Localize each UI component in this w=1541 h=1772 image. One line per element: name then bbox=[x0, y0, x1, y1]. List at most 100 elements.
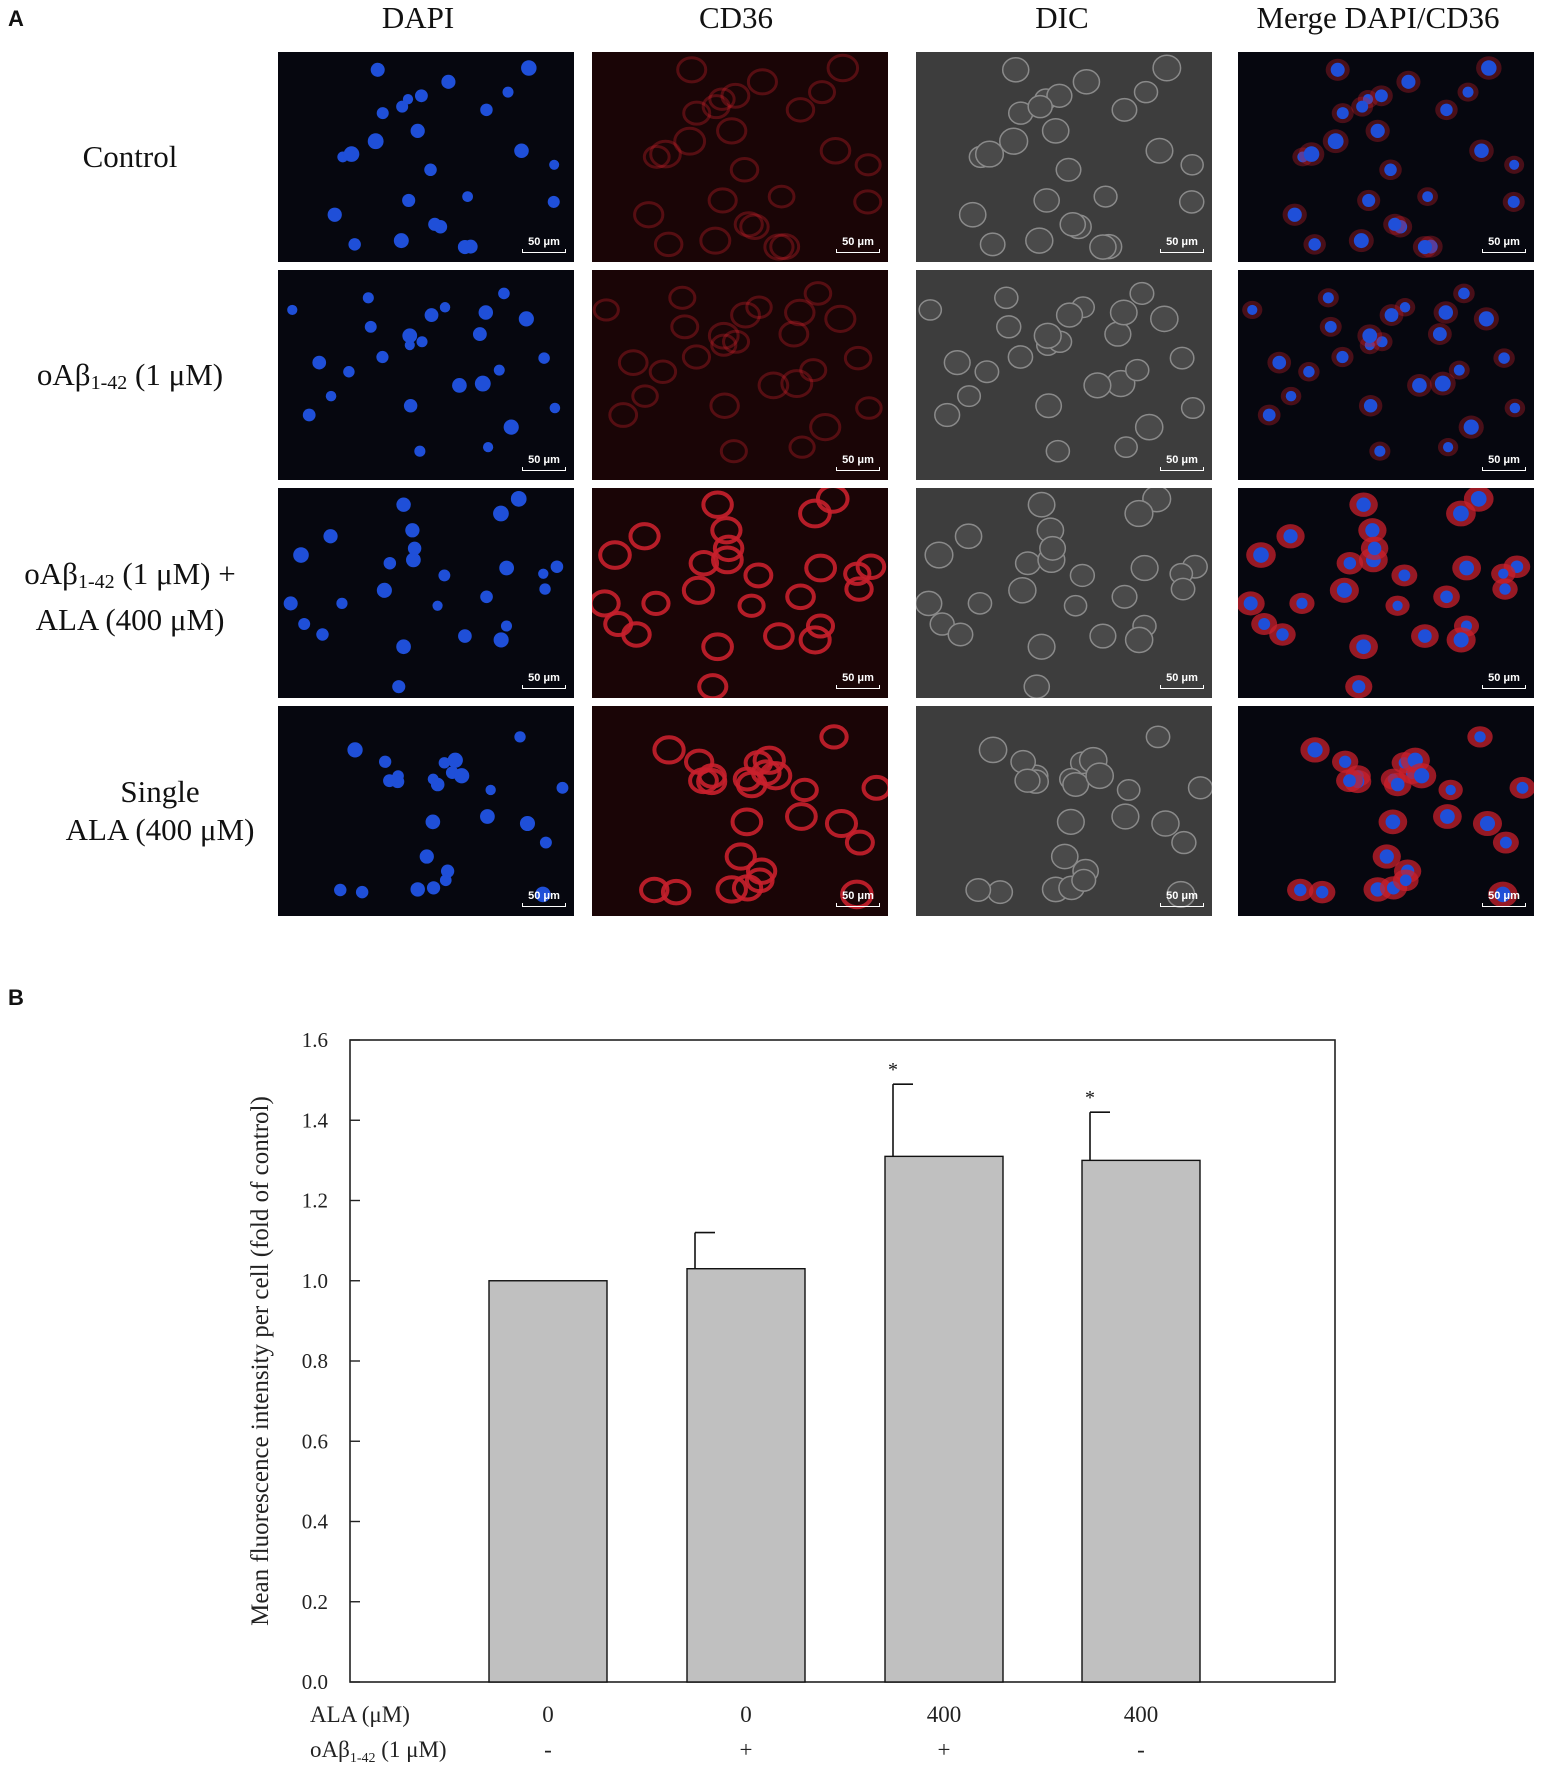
y-axis-label: Mean fluorescence intensity per cell (fo… bbox=[247, 1096, 274, 1626]
row-label: oAβ1-42 (1 μM) + ALA (400 μM) bbox=[0, 555, 260, 639]
micrograph-merge: 50 μm bbox=[1238, 488, 1534, 698]
scale-bar-line bbox=[1482, 903, 1526, 907]
scale-bar-label: 50 μm bbox=[528, 890, 560, 902]
micrograph-dic: 50 μm bbox=[916, 270, 1212, 480]
scale-bar-label: 50 μm bbox=[1488, 672, 1520, 684]
bar bbox=[884, 1155, 1004, 1683]
row-label-text: (1 μM) bbox=[127, 357, 224, 392]
y-tick-label: 0.8 bbox=[302, 1349, 328, 1373]
row-label-line: Control bbox=[70, 138, 190, 176]
scale-bar: 50 μm bbox=[522, 454, 566, 471]
scale-bar-label: 50 μm bbox=[528, 236, 560, 248]
row-label: oAβ1-42 (1 μM) bbox=[0, 356, 260, 402]
micrograph-dapi: 50 μm bbox=[278, 270, 574, 480]
row-label-text: Single bbox=[120, 774, 200, 809]
scale-bar: 50 μm bbox=[1160, 236, 1204, 253]
scale-bar-line bbox=[1482, 467, 1526, 471]
scale-bar-line bbox=[836, 903, 880, 907]
bar bbox=[686, 1268, 806, 1683]
row-label-line: oAβ1-42 (1 μM) bbox=[0, 356, 260, 402]
scale-bar: 50 μm bbox=[836, 236, 880, 253]
row-label: Control bbox=[70, 138, 190, 176]
scale-bar: 50 μm bbox=[522, 236, 566, 253]
scale-bar-line bbox=[836, 249, 880, 253]
micrograph-dic: 50 μm bbox=[916, 488, 1212, 698]
row-label-subscript: 1-42 bbox=[90, 372, 128, 394]
condition-row-label-text: (1 μM) bbox=[375, 1737, 446, 1762]
scale-bar-label: 50 μm bbox=[1488, 454, 1520, 466]
micrograph-merge: 50 μm bbox=[1238, 52, 1534, 262]
y-tick-label: 0.2 bbox=[302, 1590, 328, 1614]
scale-bar: 50 μm bbox=[1160, 890, 1204, 907]
condition-row-label: ALA (μM) bbox=[310, 1702, 410, 1727]
scale-bar-label: 50 μm bbox=[528, 672, 560, 684]
row-label-line: oAβ1-42 (1 μM) + bbox=[0, 555, 260, 601]
micrograph-dapi: 50 μm bbox=[278, 706, 574, 916]
scale-bar-line bbox=[1160, 685, 1204, 689]
scale-bar-label: 50 μm bbox=[1488, 236, 1520, 248]
row-label-text: oAβ bbox=[36, 357, 91, 392]
scale-bar: 50 μm bbox=[836, 890, 880, 907]
scale-bar: 50 μm bbox=[1160, 672, 1204, 689]
row-label-line: Single bbox=[60, 773, 260, 811]
micrograph-merge: 50 μm bbox=[1238, 270, 1534, 480]
scale-bar-label: 50 μm bbox=[842, 454, 874, 466]
scale-bar-line bbox=[522, 249, 566, 253]
scale-bar-line bbox=[836, 685, 880, 689]
micrograph-cd36: 50 μm bbox=[592, 52, 888, 262]
y-tick-label: 1.4 bbox=[302, 1108, 329, 1132]
scale-bar-line bbox=[1160, 903, 1204, 907]
condition-value: 0 bbox=[740, 1702, 752, 1727]
row-label-line: ALA (400 μM) bbox=[60, 811, 260, 849]
row-label-text: ALA (400 μM) bbox=[35, 602, 225, 637]
condition-value: 400 bbox=[1124, 1702, 1159, 1727]
y-tick-label: 1.6 bbox=[302, 1028, 328, 1052]
scale-bar-line bbox=[522, 903, 566, 907]
panel-a-letter: A bbox=[8, 6, 24, 31]
micrograph-dic: 50 μm bbox=[916, 706, 1212, 916]
scale-bar: 50 μm bbox=[1482, 454, 1526, 471]
row-label-line: ALA (400 μM) bbox=[0, 601, 260, 639]
scale-bar-label: 50 μm bbox=[842, 672, 874, 684]
micrograph-dapi: 50 μm bbox=[278, 488, 574, 698]
y-tick-label: 1.2 bbox=[302, 1189, 328, 1213]
row-label-text: Control bbox=[82, 139, 178, 174]
row-label-text: oAβ bbox=[24, 556, 78, 591]
scale-bar-line bbox=[1160, 249, 1204, 253]
scale-bar-label: 50 μm bbox=[842, 890, 874, 902]
column-header: CD36 bbox=[698, 0, 774, 35]
row-label-text: ALA (400 μM) bbox=[65, 812, 255, 847]
scale-bar-line bbox=[836, 467, 880, 471]
micrograph-dapi: 50 μm bbox=[278, 52, 574, 262]
significance-marker: * bbox=[1085, 1087, 1095, 1109]
scale-bar-label: 50 μm bbox=[1166, 454, 1198, 466]
scale-bar-label: 50 μm bbox=[1166, 672, 1198, 684]
bar bbox=[1081, 1159, 1201, 1683]
scale-bar: 50 μm bbox=[522, 672, 566, 689]
micrograph-cd36: 50 μm bbox=[592, 488, 888, 698]
y-tick-label: 0.0 bbox=[302, 1670, 328, 1694]
condition-row-label-text: oAβ bbox=[310, 1737, 350, 1762]
row-label-subscript: 1-42 bbox=[77, 571, 115, 593]
scale-bar-label: 50 μm bbox=[842, 236, 874, 248]
condition-value: 400 bbox=[927, 1702, 962, 1727]
condition-row-label-subscript: 1-42 bbox=[350, 1751, 376, 1766]
row-label: Single ALA (400 μM) bbox=[60, 773, 260, 849]
scale-bar: 50 μm bbox=[522, 890, 566, 907]
scale-bar-line bbox=[1482, 685, 1526, 689]
scale-bar: 50 μm bbox=[1482, 236, 1526, 253]
micrograph-dic: 50 μm bbox=[916, 52, 1212, 262]
y-tick-label: 0.4 bbox=[302, 1510, 329, 1534]
micrograph-merge: 50 μm bbox=[1238, 706, 1534, 916]
scale-bar-label: 50 μm bbox=[1166, 890, 1198, 902]
micrograph-cd36: 50 μm bbox=[592, 706, 888, 916]
condition-value: + bbox=[740, 1737, 753, 1762]
scale-bar: 50 μm bbox=[1482, 672, 1526, 689]
bar-chart: 0.0 0.2 0.4 0.6 0.8 1.0 1.2 1.4 1.6 Mean fluoresc… bbox=[247, 1028, 1336, 1766]
scale-bar-line bbox=[522, 685, 566, 689]
scale-bar-label: 50 μm bbox=[1488, 890, 1520, 902]
row-label-text: (1 μM) + bbox=[114, 556, 236, 591]
scale-bar: 50 μm bbox=[836, 672, 880, 689]
y-tick-label: 1.0 bbox=[302, 1269, 328, 1293]
scale-bar-label: 50 μm bbox=[528, 454, 560, 466]
